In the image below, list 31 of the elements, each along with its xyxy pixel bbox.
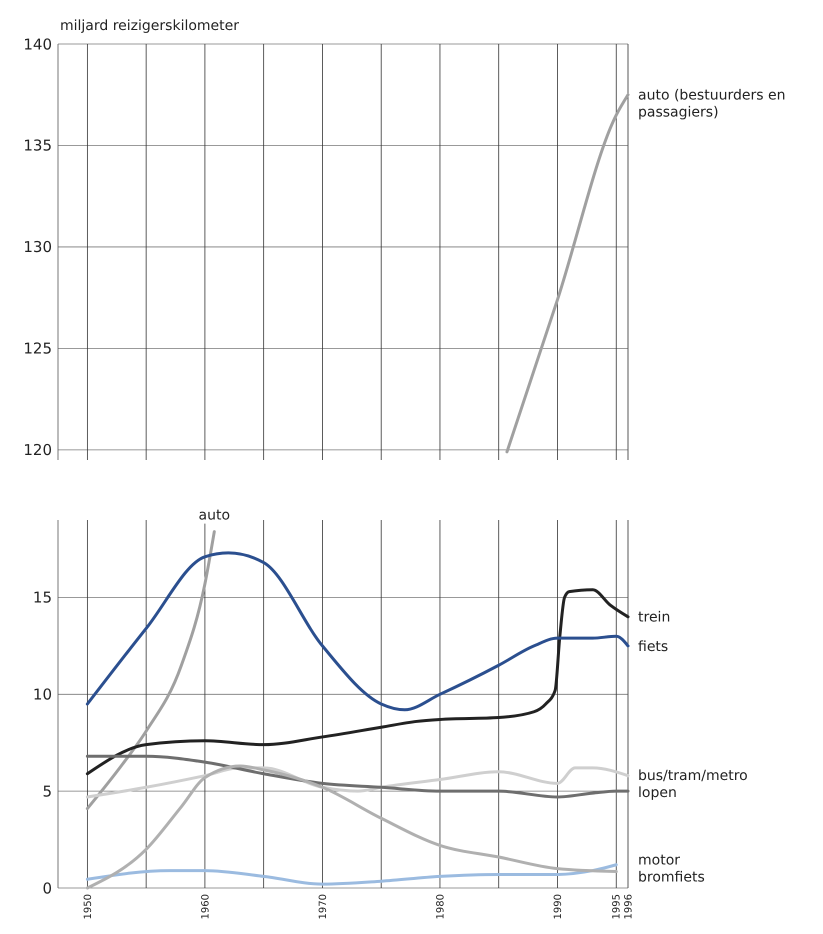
y-tick-label: 10 xyxy=(32,686,52,704)
series-label: bromfiets xyxy=(638,870,705,886)
x-tick-label: 1996 xyxy=(624,894,634,920)
y-tick-label: 135 xyxy=(23,136,52,155)
series-label: fiets xyxy=(638,638,668,655)
x-tick-label: 1980 xyxy=(435,894,446,920)
line-series xyxy=(86,530,216,810)
x-tick-label: 1995 xyxy=(612,894,623,920)
y-axis-title: miljard reizigerskilometer xyxy=(60,18,240,34)
series-label: auto (bestuurders en passagiers) xyxy=(638,88,786,120)
y-tick-label: 15 xyxy=(32,588,52,607)
series-label: trein xyxy=(638,610,670,626)
x-tick-label: 1950 xyxy=(82,894,94,920)
line-series xyxy=(86,588,630,776)
y-tick-label: 120 xyxy=(23,441,52,460)
y-tick-label: 0 xyxy=(42,879,52,898)
series-label: bus/tram/metro xyxy=(638,768,748,784)
x-tick-label: 1970 xyxy=(318,894,329,920)
y-tick-label: 5 xyxy=(42,782,52,800)
series-label: auto xyxy=(198,508,230,524)
x-tick-label: 1990 xyxy=(552,894,564,920)
line-series xyxy=(86,551,630,712)
line-series xyxy=(86,764,618,890)
line-series xyxy=(505,93,630,454)
y-tick-label: 140 xyxy=(23,35,52,54)
y-tick-label: 130 xyxy=(23,238,52,256)
series-label: motor xyxy=(638,852,680,869)
x-tick-label: 1960 xyxy=(200,894,212,920)
y-tick-label: 125 xyxy=(23,340,52,358)
series-label: lopen xyxy=(638,784,677,801)
line-series xyxy=(86,863,618,886)
